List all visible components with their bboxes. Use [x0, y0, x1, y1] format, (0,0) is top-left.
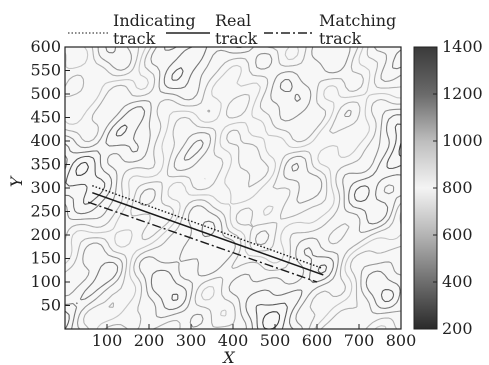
y-tick-label: 100	[30, 272, 61, 291]
contour-line	[65, 47, 401, 329]
x-tick-label: 300	[176, 331, 207, 350]
y-tick-label: 500	[30, 84, 61, 103]
y-tick-label: 550	[30, 61, 61, 80]
colorbar-tick-label: 800	[442, 178, 473, 197]
contour-line	[75, 142, 401, 329]
x-tick-label: 100	[92, 331, 123, 350]
y-axis-title: Y	[7, 175, 26, 187]
x-tick-label: 400	[218, 331, 249, 350]
contour-line	[65, 47, 401, 329]
contour-line	[65, 289, 395, 329]
contour-line	[65, 47, 401, 329]
contour-line	[65, 67, 401, 329]
track-lines	[87, 185, 324, 283]
legend-label-indicating-2: track	[113, 29, 156, 48]
x-tick-label: 200	[134, 331, 165, 350]
legend-label-real-1: Real	[215, 11, 251, 30]
colorbar-tick-label: 1000	[442, 131, 483, 150]
contour-line	[65, 47, 401, 329]
y-tick-label: 600	[30, 37, 61, 56]
y-tick-label: 300	[30, 178, 61, 197]
x-tick-label: 600	[302, 331, 333, 350]
track-dash-dot	[87, 201, 318, 283]
y-tick-label: 50	[41, 296, 61, 315]
legend-label-real-2: track	[215, 29, 258, 48]
legend: Indicating track Real track Matching tra…	[68, 11, 396, 48]
plot-area	[65, 47, 401, 329]
track-solid	[92, 191, 324, 276]
colorbar-tick-label: 1200	[442, 84, 483, 103]
colorbar-tick-label: 200	[442, 319, 473, 338]
colorbar-tick-label: 400	[442, 272, 473, 291]
legend-label-indicating-1: Indicating	[113, 11, 196, 30]
y-axis-ticks: 50 100 150 200 250 300 350 400 450 500 550 600	[30, 37, 70, 315]
y-tick-label: 250	[30, 202, 61, 221]
x-tick-label: 800	[386, 331, 417, 350]
x-axis-title: X	[221, 348, 235, 365]
colorbar-tick-label: 1400	[442, 37, 483, 56]
x-tick-label: 500	[260, 331, 291, 350]
x-axis-ticks: 100 200 300 400 500 600 700 800	[92, 324, 417, 350]
y-tick-label: 350	[30, 155, 61, 174]
legend-label-matching-2: track	[319, 29, 362, 48]
colorbar-ticks: 200 400 600 800 1000 1200 1400	[433, 37, 483, 338]
colorbar-tick-label: 600	[442, 225, 473, 244]
y-tick-label: 400	[30, 131, 61, 150]
x-tick-label: 700	[344, 331, 375, 350]
y-tick-label: 150	[30, 249, 61, 268]
y-tick-label: 200	[30, 225, 61, 244]
y-tick-label: 450	[30, 108, 61, 127]
legend-label-matching-1: Matching	[319, 11, 396, 30]
